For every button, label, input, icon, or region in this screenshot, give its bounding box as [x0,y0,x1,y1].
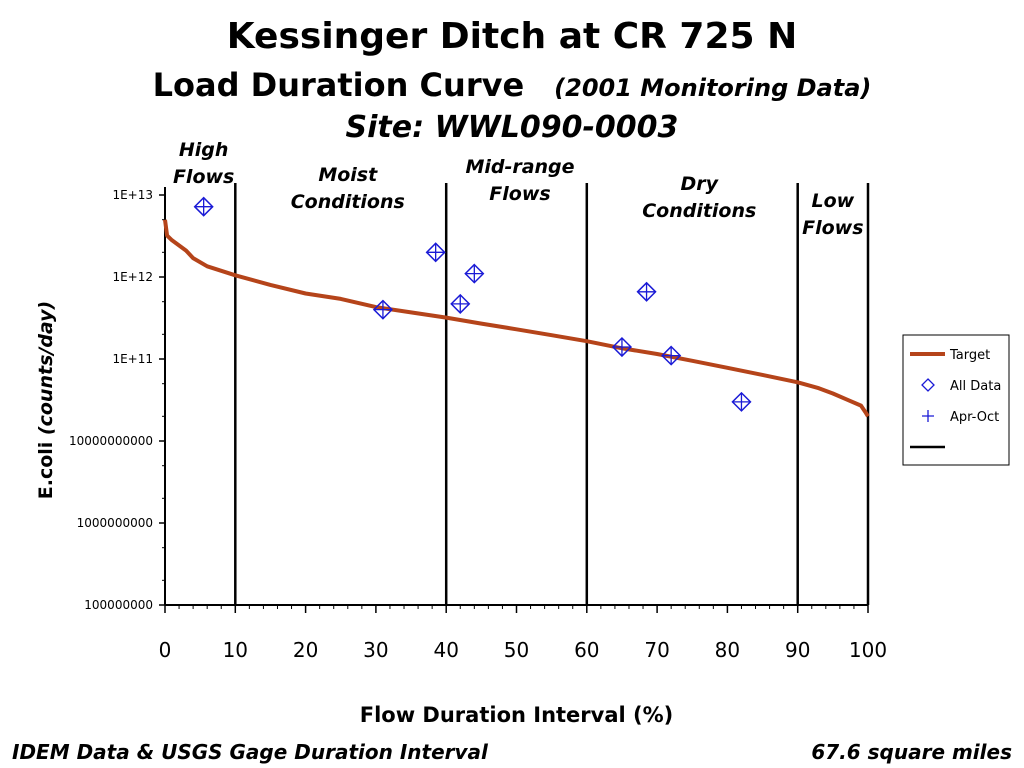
x-tick-label: 100 [849,638,887,662]
target-curve [163,219,870,418]
chart-subtitle-note: (2001 Monitoring Data) [554,74,872,102]
all-data-point [450,293,471,314]
legend-swatch [922,410,934,422]
zone-label: Moist [318,164,378,186]
chart-title: Kessinger Ditch at CR 725 N [226,16,798,57]
x-tick-label: 30 [363,638,388,662]
chart-subtitle: Load Duration Curve (2001 Monitoring Data… [0,66,1024,104]
x-tick-label: 10 [223,638,248,662]
zone-label: Flows [173,166,234,188]
footer-area: 67.6 square miles [811,740,1012,764]
x-tick-label: 0 [159,638,172,662]
x-tick-label: 20 [293,638,318,662]
legend-label: Target [949,348,990,363]
apr-oct-point [613,339,630,356]
apr-oct-point [638,283,655,300]
apr-oct-point [733,393,750,410]
y-axis-label: E.coli (counts/day) [35,301,57,499]
all-data-point [372,299,393,320]
apr-oct-point [452,295,469,312]
y-axis-label-main: E.coli [35,435,57,499]
chart-subtitle-main: Load Duration Curve [152,66,525,104]
x-tick-label: 70 [644,638,669,662]
zone-label: Flows [802,217,863,239]
zone-label: Low [811,190,854,212]
apr-oct-point [427,244,444,261]
y-tick-label: 1E+12 [112,270,153,284]
zone-label: Flows [489,183,550,205]
y-tick-label: 1E+13 [112,188,153,202]
y-tick-label: 10000000000 [69,434,153,448]
zone-label: Dry [681,173,720,195]
x-tick-label: 50 [504,638,529,662]
footer-source: IDEM Data & USGS Gage Duration Interval [12,740,488,764]
zone-label: High [179,139,229,161]
x-tick-label: 90 [785,638,810,662]
y-tick-label: 1E+11 [112,352,153,366]
apr-oct-point [466,265,483,282]
legend-swatch [921,378,935,392]
all-data-point [636,281,657,302]
x-tick-label: 40 [433,638,458,662]
all-data-point [731,391,752,412]
legend-box [902,334,1010,466]
apr-oct-point [663,347,680,364]
x-tick-label: 80 [715,638,740,662]
zone-label: Mid-range [465,156,574,178]
all-data-point [611,336,633,358]
all-data-point [425,242,446,263]
legend-label: All Data [950,379,1001,394]
all-data-point [464,263,485,284]
y-tick-label: 1000000000 [77,516,153,530]
x-axis-label: Flow Duration Interval (%) [360,703,674,727]
all-data-point [661,345,682,366]
x-tick-label: 60 [574,638,599,662]
legend-label: Apr-Oct [950,410,999,425]
y-axis-label-units: (counts/day) [35,301,57,435]
zone-label: Conditions [291,191,405,213]
y-tick-label: 100000000 [84,598,153,612]
all-data-point [193,196,214,217]
apr-oct-point [195,198,212,215]
zone-label: Conditions [642,200,756,222]
chart-site-label: Site: WWL090-0003 [345,110,679,145]
apr-oct-point [374,301,391,318]
